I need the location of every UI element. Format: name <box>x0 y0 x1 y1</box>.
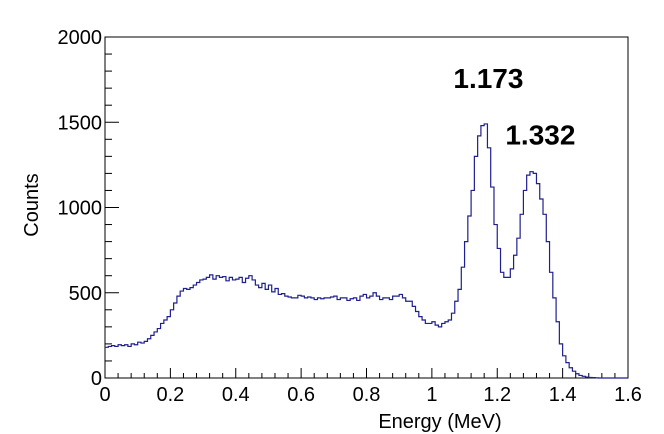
x-tick-label: 1.6 <box>614 384 642 406</box>
y-axis-label: Counts <box>21 173 43 236</box>
histogram-series <box>105 123 628 379</box>
y-tick-label: 2000 <box>58 27 103 49</box>
x-tick-label: 0 <box>99 384 110 406</box>
plot-frame <box>104 36 629 379</box>
x-axis-label: Energy (MeV) <box>378 411 501 433</box>
y-tick-label: 1500 <box>58 112 103 134</box>
y-tick-label: 1000 <box>58 198 103 220</box>
y-tick-label: 500 <box>69 283 102 305</box>
x-tick-label: 0.4 <box>222 384 250 406</box>
x-tick-label: 1.2 <box>483 384 511 406</box>
x-tick-label: 0.2 <box>156 384 184 406</box>
y-tick-label: 0 <box>91 368 102 390</box>
x-tick-label: 0.8 <box>353 384 381 406</box>
x-tick-label: 1.4 <box>549 384 577 406</box>
peak-annotation: 1.332 <box>505 119 575 150</box>
x-tick-label: 1 <box>426 384 437 406</box>
peak-annotation: 1.173 <box>453 63 523 94</box>
x-tick-label: 0.6 <box>287 384 315 406</box>
